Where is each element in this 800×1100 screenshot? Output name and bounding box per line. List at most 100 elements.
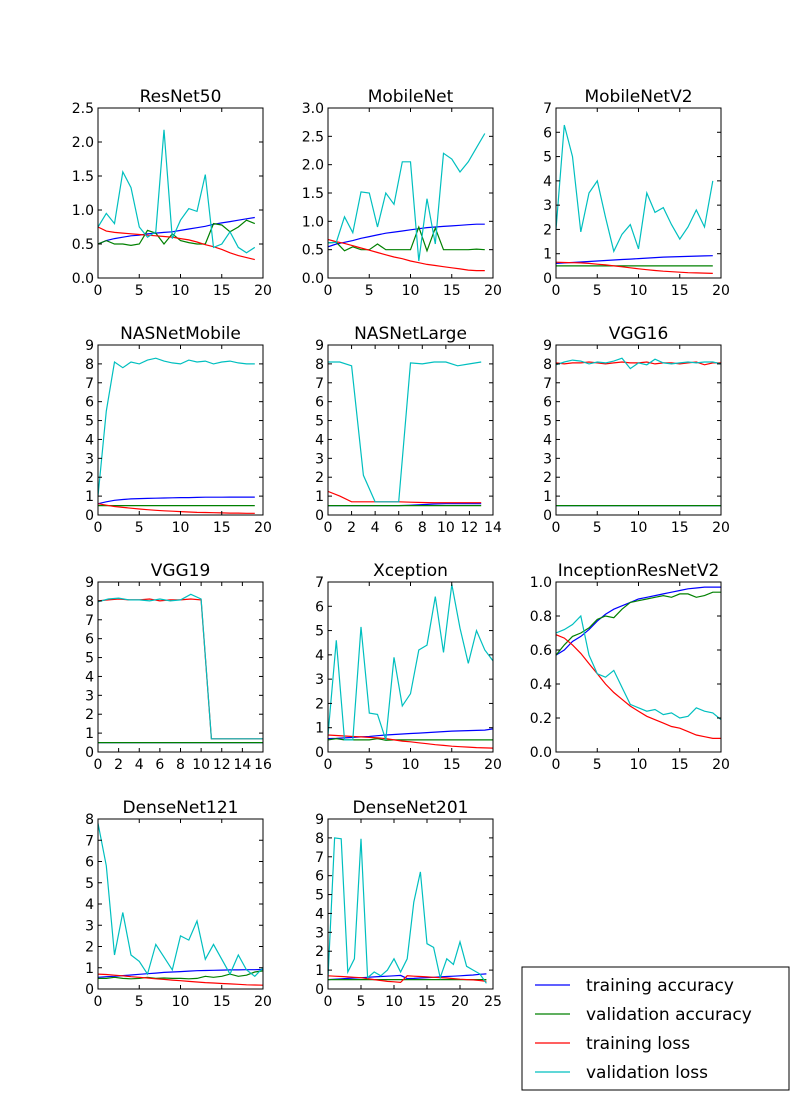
- y-tick-label: 3: [85, 688, 94, 704]
- y-tick-label: 0: [543, 508, 552, 524]
- x-tick-label: 0: [324, 994, 333, 1010]
- series-group: [98, 823, 263, 986]
- subplot-title: Xception: [373, 561, 448, 581]
- y-tick-label: 5: [85, 876, 94, 892]
- y-tick-label: 0: [543, 271, 552, 287]
- y-tick-label: 4: [543, 174, 552, 190]
- series-line-training-loss: [328, 975, 487, 984]
- series-line-training-loss: [98, 226, 255, 261]
- series-line-validation-loss: [328, 133, 486, 262]
- x-tick-label: 12: [461, 520, 479, 536]
- series-line-training-accuracy: [98, 496, 255, 505]
- y-tick-label: 5: [543, 414, 552, 430]
- x-tick-label: 15: [213, 994, 231, 1010]
- x-tick-label: 10: [385, 994, 403, 1010]
- y-tick-label: 1.5: [72, 169, 94, 185]
- y-tick-label: 1: [85, 961, 94, 977]
- y-tick-label: 4: [85, 669, 94, 685]
- series-group: [328, 584, 493, 749]
- series-line-validation-loss: [328, 837, 487, 984]
- x-tick-label: 5: [365, 283, 374, 299]
- x-tick-label: 10: [630, 757, 648, 773]
- y-tick-label: 2.5: [72, 101, 94, 117]
- y-tick-label: 7: [315, 575, 324, 591]
- series-group: [328, 133, 486, 272]
- x-tick-label: 20: [712, 520, 730, 536]
- y-tick-label: 2: [543, 470, 552, 486]
- y-tick-label: 7: [315, 850, 324, 866]
- series-line-training-loss: [328, 490, 482, 504]
- y-tick-label: 4: [315, 648, 324, 664]
- y-tick-label: 6: [315, 599, 324, 615]
- y-tick-label: 0: [85, 982, 94, 998]
- y-tick-label: 4: [315, 432, 324, 448]
- x-tick-label: 4: [135, 757, 144, 773]
- x-tick-label: 20: [484, 757, 502, 773]
- subplot-xception: Xception 0 5 10 15 20 0 1 2 3 4 5 6 7: [315, 561, 502, 773]
- axes-frame: [555, 344, 722, 516]
- y-tick-label: 2: [85, 940, 94, 956]
- x-tick-label: 15: [671, 283, 689, 299]
- series-group: [328, 361, 482, 507]
- x-tick-label: 20: [451, 994, 469, 1010]
- y-tick-label: 8: [85, 594, 94, 610]
- x-tick-label: 8: [176, 757, 185, 773]
- x-tick-label: 10: [172, 520, 190, 536]
- series-group: [556, 124, 714, 274]
- x-tick-label: 0: [324, 520, 333, 536]
- subplot-title: ResNet50: [140, 87, 222, 107]
- subplot-title: VGG19: [151, 561, 211, 581]
- y-tick-label: 1.5: [302, 186, 324, 202]
- series-group: [98, 593, 263, 744]
- subplot-title: MobileNet: [368, 87, 454, 107]
- legend-item-validation-accuracy: validation accuracy: [535, 1005, 752, 1025]
- x-tick-label: 0: [552, 283, 561, 299]
- series-line-validation-loss: [98, 357, 255, 497]
- y-tick-label: 0: [315, 508, 324, 524]
- x-tick-label: 0: [552, 520, 561, 536]
- series-line-training-loss: [98, 503, 255, 514]
- y-tick-label: 3: [85, 451, 94, 467]
- subplot-densenet121: DenseNet121 0 5 10 15 20 0 1 2 3 4 5 6 7 8: [85, 798, 272, 1010]
- x-tick-label: 10: [437, 520, 455, 536]
- series-line-training-accuracy: [556, 255, 713, 264]
- y-tick-label: 1: [85, 726, 94, 742]
- y-tick-label: 1: [543, 247, 552, 263]
- y-tick-label: 2.5: [302, 129, 324, 145]
- series-line-validation-accuracy: [328, 737, 493, 741]
- y-tick-label: 7: [543, 101, 552, 117]
- y-tick-label: 1: [315, 489, 324, 505]
- legend-item-validation-loss: validation loss: [535, 1063, 708, 1083]
- series-line-training-accuracy: [98, 216, 255, 245]
- y-tick-label: 6: [85, 632, 94, 648]
- series-group: [556, 586, 721, 740]
- series-line-training-accuracy: [328, 973, 487, 981]
- y-tick-label: 6: [543, 125, 552, 141]
- x-tick-label: 5: [135, 994, 144, 1010]
- series-group: [556, 357, 721, 507]
- axes-frame: [97, 107, 264, 279]
- x-tick-label: 20: [254, 994, 272, 1010]
- y-tick-label: 9: [85, 338, 94, 354]
- axes-frame: [327, 107, 494, 279]
- series-line-validation-loss: [98, 129, 256, 254]
- x-tick-label: 10: [402, 757, 420, 773]
- series-line-training-loss: [556, 261, 713, 274]
- subplot-title: DenseNet121: [123, 798, 239, 818]
- x-tick-label: 10: [630, 520, 648, 536]
- subplot-title: InceptionResNetV2: [558, 561, 720, 581]
- series-line-training-loss: [98, 598, 263, 740]
- subplot-title: DenseNet201: [353, 798, 469, 818]
- y-tick-label: 6: [85, 395, 94, 411]
- x-tick-label: 10: [630, 283, 648, 299]
- series-line-training-accuracy: [328, 223, 485, 248]
- x-tick-label: 5: [593, 520, 602, 536]
- y-tick-label: 3: [85, 918, 94, 934]
- x-tick-label: 10: [192, 757, 210, 773]
- x-tick-label: 10: [402, 283, 420, 299]
- y-tick-label: 5: [315, 414, 324, 430]
- x-tick-label: 0: [94, 757, 103, 773]
- y-tick-label: 2.0: [72, 135, 94, 151]
